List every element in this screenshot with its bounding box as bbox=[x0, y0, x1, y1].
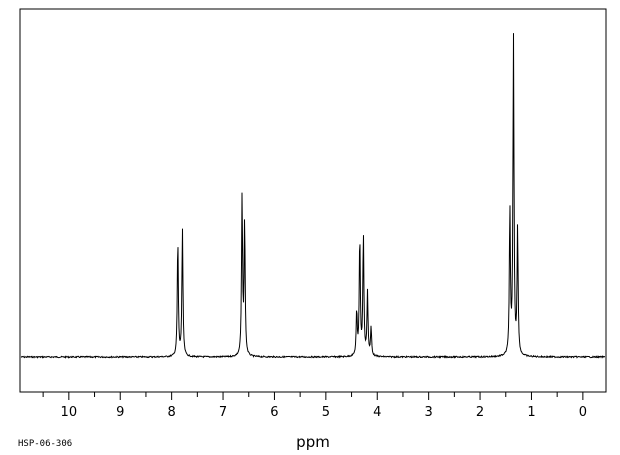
x-axis-tick-label: 6 bbox=[270, 405, 278, 420]
x-axis-tick-labels: 10 9 8 7 6 5 4 3 2 1 0 bbox=[61, 405, 587, 420]
x-axis-tick-label: 9 bbox=[116, 405, 124, 420]
x-axis-tick-label: 5 bbox=[322, 405, 330, 420]
x-axis-title: ppm bbox=[296, 433, 330, 451]
spectrum-trace bbox=[20, 33, 606, 359]
spectrum-code-label: HSP-06-306 bbox=[18, 439, 72, 449]
x-axis-tick-label: 8 bbox=[167, 405, 175, 420]
x-axis-tick-label: 4 bbox=[373, 405, 381, 420]
x-axis-tick-label: 1 bbox=[527, 405, 535, 420]
x-axis-tick-label: 0 bbox=[579, 405, 587, 420]
plot-frame bbox=[19, 8, 607, 393]
x-axis-tick-label: 2 bbox=[476, 405, 484, 420]
x-axis-tick-label: 7 bbox=[219, 405, 227, 420]
x-axis-ticks bbox=[42, 392, 584, 400]
x-axis-tick-label: 3 bbox=[425, 405, 433, 420]
x-axis-tick-label: 10 bbox=[61, 405, 78, 420]
